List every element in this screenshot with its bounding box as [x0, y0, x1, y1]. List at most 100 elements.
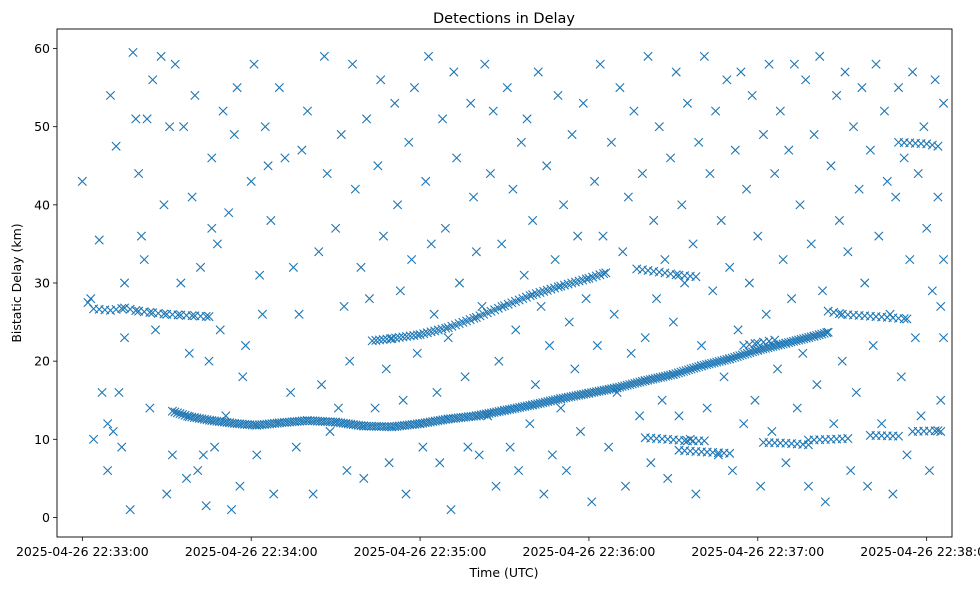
scatter-point	[177, 409, 188, 420]
scatter-point	[542, 285, 552, 295]
scatter-point	[673, 368, 684, 378]
scatter-point	[449, 67, 459, 77]
scatter-point	[119, 278, 130, 288]
scatter-point	[302, 106, 313, 116]
scatter-point	[710, 106, 721, 116]
scatter-point	[620, 481, 631, 491]
scatter-point	[938, 98, 949, 108]
scatter-point	[550, 254, 560, 265]
scatter-point	[556, 403, 566, 413]
x-tick-label: 2025-04-26 22:35:00	[354, 544, 487, 559]
chart-title: Detections in Delay	[433, 11, 575, 27]
scatter-point	[713, 450, 723, 460]
scatter-point	[547, 450, 557, 460]
y-tick-label: 10	[34, 432, 50, 447]
scatter-point	[454, 278, 465, 288]
scatter-point	[441, 323, 451, 333]
scatter-point	[491, 481, 501, 491]
scatter-point	[232, 83, 242, 93]
scatter-point	[513, 465, 524, 476]
scatter-point	[843, 247, 853, 257]
x-tick-label: 2025-04-26 22:37:00	[691, 544, 824, 559]
scatter-marks	[77, 47, 949, 515]
scatter-point	[539, 286, 549, 296]
scatter-point	[235, 481, 245, 491]
scatter-point	[798, 348, 808, 358]
scatter-point	[395, 286, 405, 296]
scatter-point	[367, 336, 377, 346]
scatter-point	[578, 98, 588, 108]
scatter-point	[694, 362, 704, 372]
scatter-point	[291, 442, 301, 452]
scatter-point	[727, 465, 738, 476]
scatter-point	[637, 168, 647, 179]
scatter-point	[860, 278, 870, 288]
scatter-point	[899, 153, 909, 163]
scatter-point	[159, 200, 169, 210]
scatter-point	[612, 387, 622, 398]
scatter-point	[435, 458, 445, 468]
scatter-point	[739, 419, 749, 429]
scatter-point	[485, 168, 496, 179]
scatter-point	[832, 90, 842, 101]
scatter-point	[125, 304, 135, 314]
scatter-point	[181, 473, 192, 483]
scatter-point	[795, 200, 805, 210]
scatter-point	[542, 161, 552, 171]
scatter-point	[737, 350, 747, 360]
scatter-point	[238, 372, 248, 382]
scatter-point	[913, 168, 923, 179]
scatter-point	[826, 161, 836, 171]
scatter-point	[359, 473, 369, 483]
scatter-point	[156, 51, 166, 61]
scatter-point	[531, 289, 541, 299]
scatter-point	[170, 407, 180, 417]
scatter-point	[437, 114, 448, 124]
scatter-point	[657, 395, 667, 405]
scatter-point	[193, 465, 203, 476]
scatter-point	[778, 254, 788, 265]
scatter-point	[539, 489, 549, 499]
scatter-point	[716, 215, 726, 226]
scatter-point	[525, 291, 535, 301]
scatter-point	[97, 387, 107, 398]
scatter-point	[201, 311, 211, 322]
scatter-point	[145, 307, 155, 317]
scatter-point	[204, 356, 214, 366]
scatter-point	[525, 400, 535, 411]
scatter-point	[936, 301, 946, 312]
scatter-point	[689, 363, 699, 373]
scatter-point	[665, 370, 676, 380]
scatter-point	[665, 153, 676, 163]
scatter-point	[764, 336, 774, 346]
scatter-point	[430, 326, 440, 336]
scatter-point	[257, 309, 268, 319]
scatter-point	[678, 366, 689, 376]
scatter-point	[145, 403, 155, 413]
scatter-point	[601, 268, 611, 278]
scatter-point	[623, 192, 633, 202]
scatter-point	[744, 278, 754, 288]
scatter-point	[546, 284, 556, 294]
scatter-point	[854, 184, 864, 194]
scatter-point	[170, 59, 180, 69]
scatter-point	[423, 51, 434, 61]
scatter-point	[378, 334, 388, 345]
scatter-point	[663, 473, 673, 483]
x-tick-label: 2025-04-26 22:34:00	[185, 544, 318, 559]
scatter-point	[747, 90, 757, 101]
scatter-point	[784, 145, 794, 155]
x-axis-label: Time (UTC)	[468, 565, 538, 580]
scatter-point	[201, 501, 211, 511]
scatter-point	[809, 129, 819, 140]
scatter-point	[466, 98, 476, 108]
plot-area	[77, 47, 949, 515]
scatter-point	[471, 247, 481, 257]
scatter-point	[756, 481, 766, 491]
scatter-point	[730, 352, 740, 362]
scatter-point	[86, 294, 96, 304]
scatter-point	[429, 309, 439, 319]
scatter-point	[103, 419, 113, 429]
scatter-point	[384, 458, 394, 468]
